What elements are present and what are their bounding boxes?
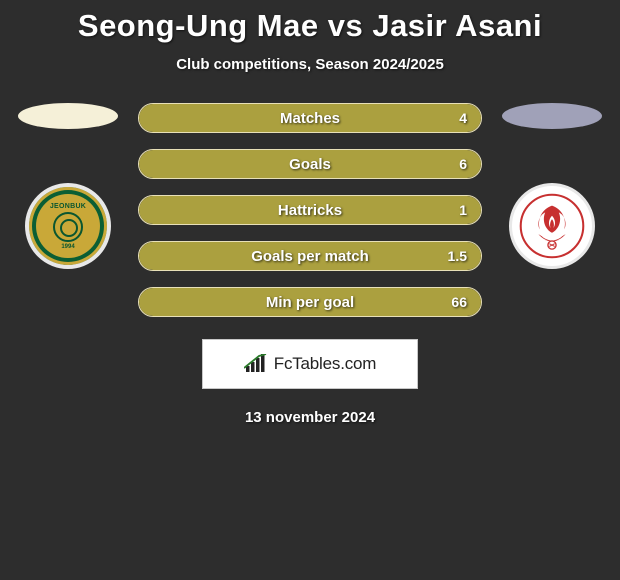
subtitle: Club competitions, Season 2024/2025 bbox=[0, 56, 620, 73]
right-player-oval bbox=[502, 103, 602, 129]
stat-label: Min per goal bbox=[266, 294, 354, 311]
page-title: Seong-Ung Mae vs Jasir Asani bbox=[0, 8, 620, 44]
main-row: JEONBUK 1994 Matches 4 Goals 6 Hattricks 1 Goa… bbox=[0, 103, 620, 317]
stat-value: 1 bbox=[459, 202, 467, 218]
stat-bar: Goals 6 bbox=[138, 149, 482, 179]
stats-column: Matches 4 Goals 6 Hattricks 1 Goals per match 1… bbox=[138, 103, 482, 317]
left-player-col: JEONBUK 1994 bbox=[18, 103, 118, 269]
right-club-badge bbox=[509, 183, 595, 269]
comparison-card: Seong-Ung Mae vs Jasir Asani Club compet… bbox=[0, 0, 620, 426]
stat-value: 66 bbox=[451, 294, 467, 310]
stat-bar: Matches 4 bbox=[138, 103, 482, 133]
bar-chart-icon bbox=[244, 354, 268, 374]
stat-label: Hattricks bbox=[278, 202, 342, 219]
stat-value: 1.5 bbox=[448, 248, 467, 264]
stat-bar: Min per goal 66 bbox=[138, 287, 482, 317]
stat-label: Goals per match bbox=[251, 248, 369, 265]
stat-bar: Goals per match 1.5 bbox=[138, 241, 482, 271]
phoenix-badge-icon bbox=[518, 192, 586, 260]
stat-label: Matches bbox=[280, 110, 340, 127]
stat-bar: Hattricks 1 bbox=[138, 195, 482, 225]
right-player-col bbox=[502, 103, 602, 269]
left-player-oval bbox=[18, 103, 118, 129]
brand-label: FcTables.com bbox=[274, 354, 376, 374]
stat-label: Goals bbox=[289, 156, 331, 173]
jeonbuk-badge-icon: JEONBUK 1994 bbox=[36, 194, 100, 258]
stat-value: 6 bbox=[459, 156, 467, 172]
date-label: 13 november 2024 bbox=[0, 409, 620, 426]
stat-value: 4 bbox=[459, 110, 467, 126]
brand-box[interactable]: FcTables.com bbox=[202, 339, 418, 389]
left-club-badge: JEONBUK 1994 bbox=[25, 183, 111, 269]
